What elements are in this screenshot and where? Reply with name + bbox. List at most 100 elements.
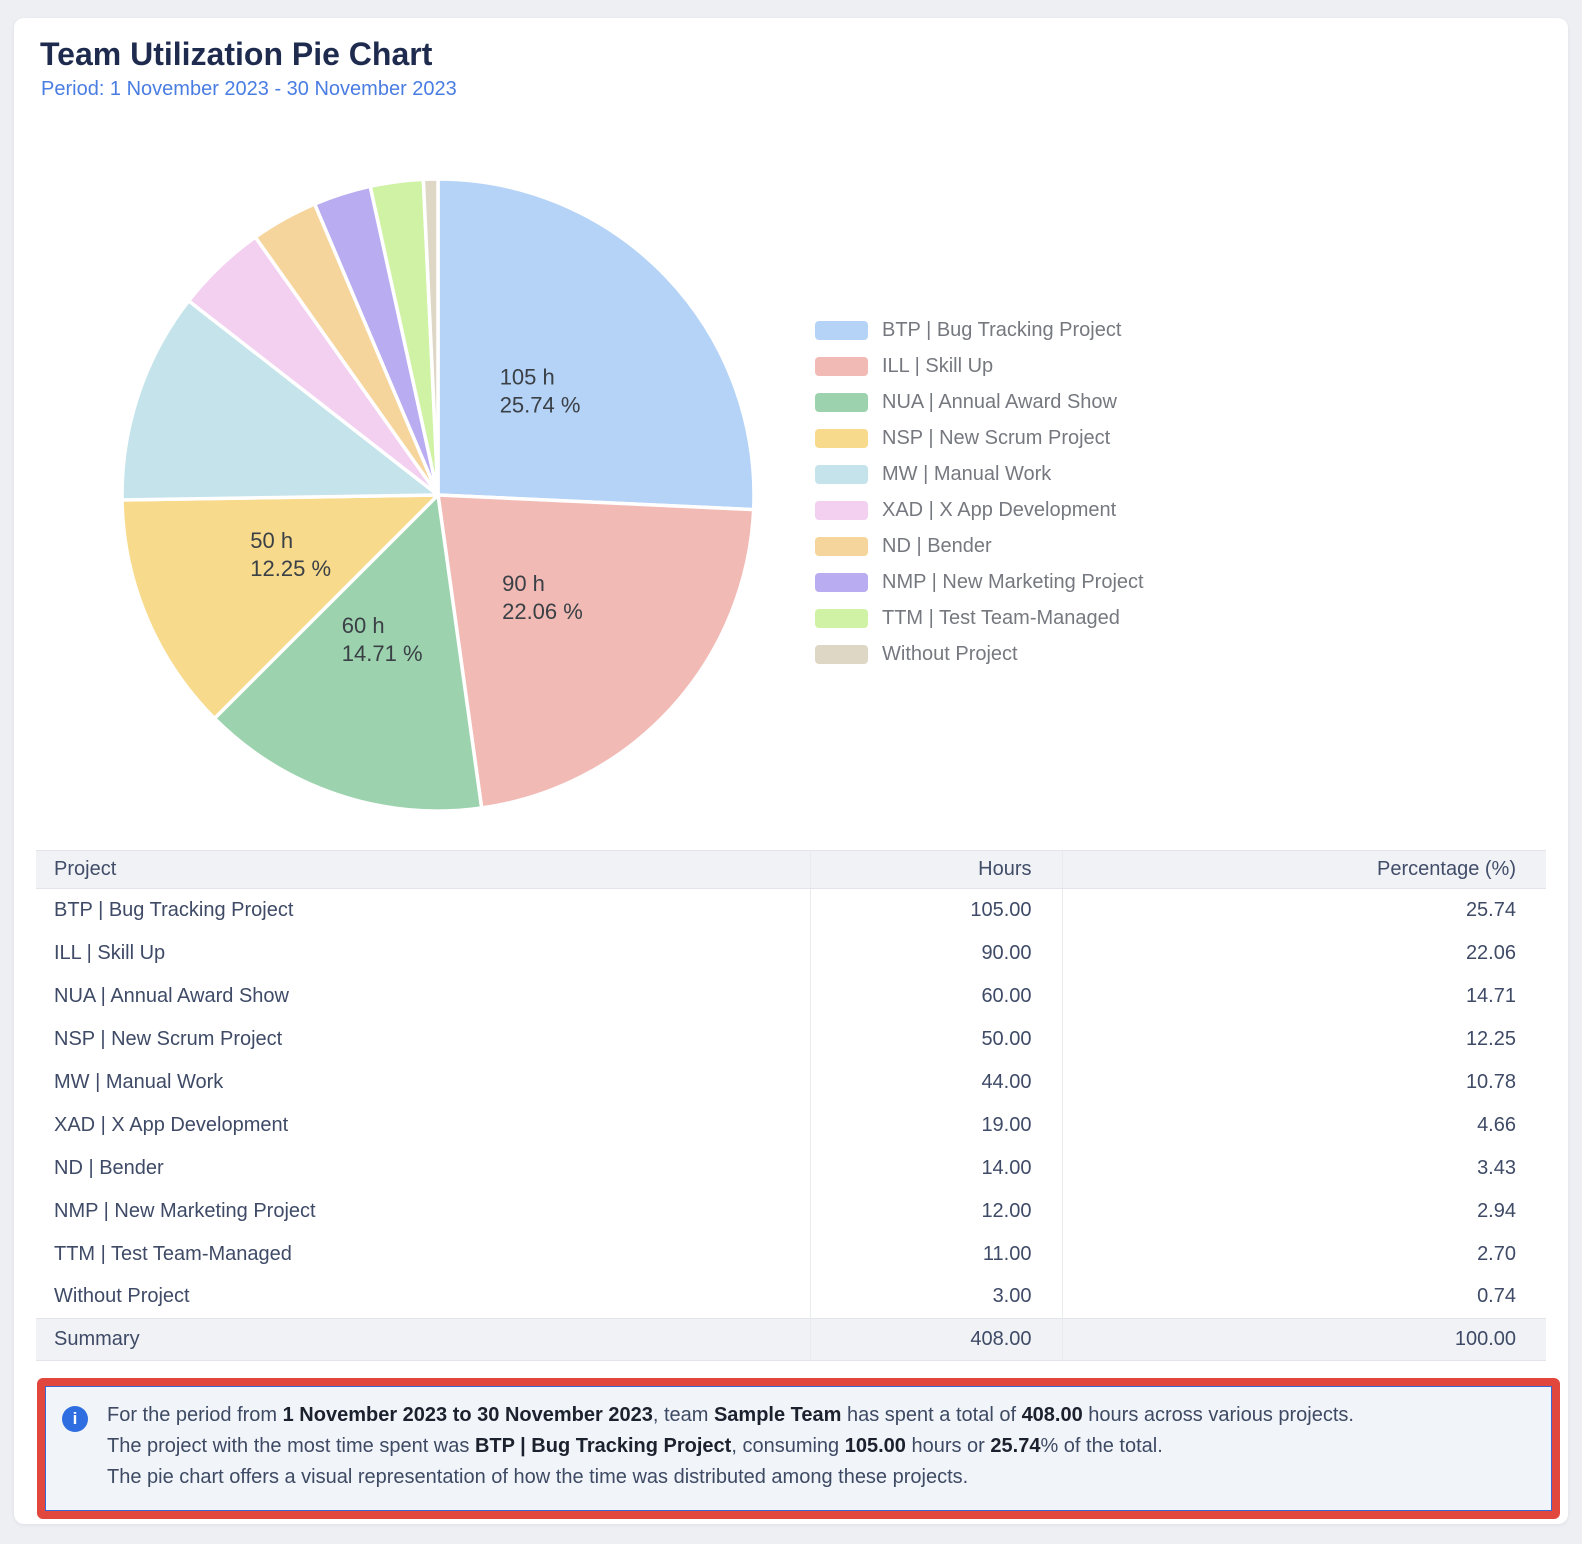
percentage-cell: 0.74 — [1061, 1275, 1546, 1319]
legend-swatch — [815, 644, 868, 664]
legend-item[interactable]: Without Project — [815, 643, 1144, 665]
utilization-table: Project Hours Percentage (%) BTP | Bug T… — [36, 850, 1546, 1361]
summary-percentage-cell: 100.00 — [1061, 1318, 1546, 1361]
percentage-cell: 14.71 — [1061, 974, 1546, 1018]
hours-cell: 12.00 — [809, 1189, 1062, 1233]
pie-chart: 105 h 25.74 % 90 h 22.06 % 60 h 14.71 %50 h 12… — [120, 177, 756, 813]
legend-item[interactable]: BTP | Bug Tracking Project — [815, 318, 1144, 341]
percentage-cell: 3.43 — [1061, 1146, 1546, 1190]
table-row: MW | Manual Work 44.00 10.78 — [36, 1060, 1546, 1104]
pie-slice[interactable] — [436, 177, 756, 512]
percentage-cell: 25.74 — [1061, 888, 1546, 932]
legend-label: ILL | Skill Up — [882, 354, 994, 377]
percentage-cell: 12.25 — [1061, 1017, 1546, 1061]
legend-item[interactable]: NSP | New Scrum Project — [815, 426, 1144, 449]
hours-cell: 11.00 — [809, 1232, 1062, 1276]
pie-slice[interactable] — [212, 493, 484, 813]
legend-swatch — [815, 500, 868, 520]
table-row: BTP | Bug Tracking Project 105.00 25.74 — [36, 888, 1546, 932]
legend-item[interactable]: XAD | X App Development — [815, 498, 1144, 521]
legend-swatch — [815, 356, 868, 376]
summary-hours-cell: 408.00 — [809, 1318, 1062, 1361]
legend-item[interactable]: ND | Bender — [815, 534, 1144, 557]
pie-slice[interactable] — [421, 177, 440, 497]
table-header-row: Project Hours Percentage (%) — [36, 850, 1546, 889]
legend-label: XAD | X App Development — [882, 498, 1117, 521]
percentage-cell: 2.70 — [1061, 1232, 1546, 1276]
column-header-project: Project — [36, 850, 810, 889]
page-title: Team Utilization Pie Chart — [40, 36, 433, 72]
hours-cell: 60.00 — [809, 974, 1062, 1018]
project-cell: NMP | New Marketing Project — [36, 1189, 810, 1233]
table-summary-row: Summary 408.00 100.00 — [36, 1318, 1546, 1361]
highlight-annotation-box: i For the period from 1 November 2023 to… — [37, 1378, 1560, 1519]
table-header: Project Hours Percentage (%) — [36, 850, 1546, 889]
pie-slice[interactable] — [436, 493, 756, 810]
table-row: TTM | Test Team-Managed 11.00 2.70 — [36, 1232, 1546, 1276]
chart-legend: BTP | Bug Tracking Project ILL | Skill Up… — [815, 318, 1144, 680]
hours-cell: 3.00 — [809, 1275, 1062, 1319]
hours-cell: 19.00 — [809, 1103, 1062, 1147]
project-cell: Without Project — [36, 1275, 810, 1319]
pie-slice[interactable] — [120, 299, 440, 502]
summary-note-text: For the period from 1 November 2023 to 3… — [107, 1397, 1354, 1493]
hours-cell: 44.00 — [809, 1060, 1062, 1104]
legend-swatch — [815, 428, 868, 448]
percentage-cell: 2.94 — [1061, 1189, 1546, 1233]
pie-slice-label: 105 h 25.74 % — [500, 364, 581, 417]
project-cell: ILL | Skill Up — [36, 931, 810, 975]
column-header-percentage: Percentage (%) — [1061, 850, 1546, 889]
table-row: NMP | New Marketing Project 12.00 2.94 — [36, 1189, 1546, 1233]
hours-cell: 90.00 — [809, 931, 1062, 975]
legend-swatch — [815, 572, 868, 592]
legend-label: NUA | Annual Award Show — [882, 390, 1117, 413]
project-cell: BTP | Bug Tracking Project — [36, 888, 810, 932]
legend-swatch — [815, 320, 868, 340]
legend-label: NSP | New Scrum Project — [882, 426, 1111, 449]
legend-swatch — [815, 608, 868, 628]
table-row: Without Project 3.00 0.74 — [36, 1275, 1546, 1319]
info-icon: i — [62, 1406, 88, 1432]
summary-note: i For the period from 1 November 2023 to… — [45, 1386, 1552, 1511]
legend-item[interactable]: NMP | New Marketing Project — [815, 570, 1144, 593]
legend-label: ND | Bender — [882, 534, 992, 557]
pie-slice-label: 90 h 22.06 % — [502, 571, 583, 624]
project-cell: NSP | New Scrum Project — [36, 1017, 810, 1061]
report-card: Team Utilization Pie Chart Period: 1 Nov… — [14, 18, 1568, 1524]
summary-note-line: The project with the most time spent was… — [107, 1435, 1163, 1457]
percentage-cell: 22.06 — [1061, 931, 1546, 975]
legend-item[interactable]: MW | Manual Work — [815, 462, 1144, 485]
pie-slice[interactable] — [120, 493, 440, 721]
table-row: XAD | X App Development 19.00 4.66 — [36, 1103, 1546, 1147]
legend-label: NMP | New Marketing Project — [882, 570, 1144, 593]
legend-item[interactable]: NUA | Annual Award Show — [815, 390, 1144, 413]
percentage-cell: 4.66 — [1061, 1103, 1546, 1147]
legend-item[interactable]: TTM | Test Team-Managed — [815, 606, 1144, 629]
table-footer: Summary 408.00 100.00 — [36, 1318, 1546, 1361]
legend-swatch — [815, 392, 868, 412]
legend-item[interactable]: ILL | Skill Up — [815, 354, 1144, 377]
legend-swatch — [815, 464, 868, 484]
column-header-hours: Hours — [809, 850, 1062, 889]
legend-label: MW | Manual Work — [882, 462, 1052, 485]
percentage-cell: 10.78 — [1061, 1060, 1546, 1104]
summary-note-line: The pie chart offers a visual representa… — [107, 1466, 969, 1488]
report-period: Period: 1 November 2023 - 30 November 20… — [41, 78, 457, 100]
table-row: NUA | Annual Award Show 60.00 14.71 — [36, 974, 1546, 1018]
project-cell: XAD | X App Development — [36, 1103, 810, 1147]
table-row: ND | Bender 14.00 3.43 — [36, 1146, 1546, 1190]
table-row: ILL | Skill Up 90.00 22.06 — [36, 931, 1546, 975]
summary-project-cell: Summary — [36, 1318, 810, 1361]
legend-label: BTP | Bug Tracking Project — [882, 318, 1122, 341]
summary-note-line: For the period from 1 November 2023 to 3… — [107, 1404, 1354, 1426]
legend-label: TTM | Test Team-Managed — [882, 606, 1120, 629]
project-cell: TTM | Test Team-Managed — [36, 1232, 810, 1276]
project-cell: ND | Bender — [36, 1146, 810, 1190]
hours-cell: 105.00 — [809, 888, 1062, 932]
table-row: NSP | New Scrum Project 50.00 12.25 — [36, 1017, 1546, 1061]
pie-slice-label: 60 h 14.71 % — [342, 613, 423, 666]
hours-cell: 50.00 — [809, 1017, 1062, 1061]
project-cell: NUA | Annual Award Show — [36, 974, 810, 1018]
legend-swatch — [815, 536, 868, 556]
